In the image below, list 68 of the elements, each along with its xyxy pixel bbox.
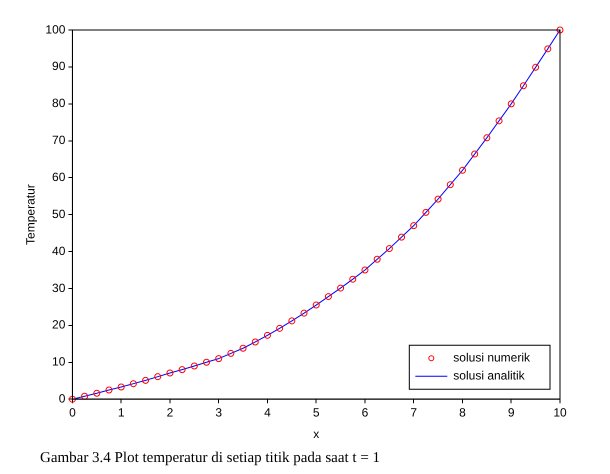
point [434, 196, 442, 203]
x-tick-label: 2 [166, 406, 174, 420]
point [93, 390, 100, 397]
point [227, 350, 234, 357]
legend-label: solusi analitik [453, 368, 526, 383]
x-tick-label: 6 [362, 406, 369, 420]
y-tick-label: 60 [52, 170, 66, 184]
point [118, 384, 125, 391]
x-tick-label: 5 [312, 406, 320, 420]
point [324, 293, 332, 300]
text: Gambar 3.4 Plot temperatur di setiap titik pada saat t = 1 [40, 450, 382, 467]
y-tick-label: 10 [52, 354, 66, 369]
y-tick-label: 80 [52, 96, 66, 110]
point [105, 386, 112, 394]
point [496, 117, 503, 124]
point [398, 234, 406, 241]
point [337, 284, 344, 292]
point [81, 392, 88, 400]
point [142, 376, 150, 384]
y-tick-label: 0 [58, 392, 66, 406]
y-tick-label: 90 [52, 59, 66, 74]
point [300, 310, 308, 317]
point [276, 324, 284, 332]
point [422, 208, 430, 216]
point [288, 317, 296, 324]
x-tick-label: 3 [215, 406, 222, 420]
x-tick-label: 1 [118, 406, 125, 420]
point [166, 369, 174, 376]
y-tick-label: 70 [52, 133, 66, 148]
point [215, 355, 222, 362]
point [130, 380, 137, 388]
point [544, 45, 552, 52]
x-axis-title: x [313, 427, 320, 442]
point [520, 82, 527, 90]
point [68, 396, 76, 403]
point [446, 181, 454, 188]
x-tick-label: 10 [553, 406, 567, 420]
point [203, 358, 210, 366]
y-axis-title: Temperatur [24, 184, 38, 245]
point [252, 338, 259, 346]
x-tick-label: 0 [69, 406, 76, 420]
point [483, 134, 490, 142]
point [240, 344, 247, 352]
point [458, 166, 466, 174]
x-tick-label: 8 [459, 406, 466, 420]
x-tick-label: 4 [264, 406, 272, 420]
point [410, 222, 418, 230]
y-tick-label: 50 [52, 206, 66, 221]
point [556, 26, 564, 34]
y-tick-label: 40 [52, 244, 66, 258]
x-tick-label: 7 [410, 406, 418, 420]
point [532, 64, 540, 71]
x-tick-label: 9 [508, 406, 515, 420]
point [508, 100, 515, 108]
y-tick-label: 30 [52, 280, 66, 295]
point [264, 332, 271, 339]
point [349, 276, 356, 283]
point [386, 245, 393, 252]
point [312, 302, 320, 309]
point [361, 266, 368, 274]
point [471, 150, 478, 158]
y-tick-label: 20 [52, 318, 66, 332]
legend-label: solusi numerik [453, 350, 531, 365]
point [178, 366, 186, 374]
point [154, 373, 162, 380]
point [190, 362, 198, 370]
point [374, 256, 381, 263]
y-tick-label: 100 [45, 22, 66, 36]
